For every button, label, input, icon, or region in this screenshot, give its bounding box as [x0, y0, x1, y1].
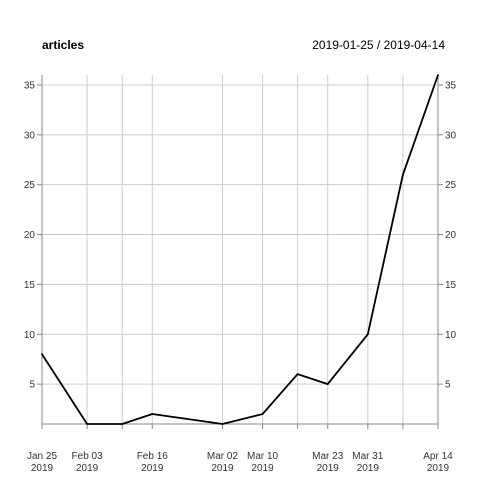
data-point	[296, 373, 299, 376]
series-line	[41, 74, 439, 425]
x-tick-year: 2019	[427, 463, 450, 474]
x-tick-label: Jan 25	[27, 451, 57, 462]
data-point	[437, 74, 439, 76]
y-tick-label-left: 10	[24, 330, 36, 341]
x-tick-label: Feb 03	[72, 451, 104, 462]
gridlines	[41, 75, 439, 424]
x-tick-year: 2019	[141, 463, 164, 474]
y-tick-label-left: 15	[24, 280, 36, 291]
y-tick-label-left: 20	[24, 230, 36, 241]
y-tick-label-right: 25	[445, 180, 457, 191]
x-tick-year: 2019	[31, 463, 54, 474]
date-range-label: 2019-01-25 / 2019-04-14	[312, 38, 445, 52]
x-tick-label: Mar 02	[207, 451, 239, 462]
x-tick-label: Mar 23	[312, 451, 344, 462]
y-tick-label-left: 35	[24, 80, 36, 91]
x-tick-label: Mar 31	[352, 451, 384, 462]
x-tick-year: 2019	[251, 463, 274, 474]
x-tick-year: 2019	[357, 463, 380, 474]
y-tick-label-left: 25	[24, 180, 36, 191]
data-point	[326, 383, 329, 386]
x-tick-label: Feb 16	[137, 451, 169, 462]
y-tick-label-right: 35	[445, 80, 457, 91]
chart-title: articles	[42, 38, 84, 52]
data-point	[151, 413, 154, 415]
y-tick-label-right: 15	[445, 280, 457, 291]
x-tick-year: 2019	[76, 463, 99, 474]
data-point	[261, 413, 264, 415]
y-tick-label-right: 20	[445, 230, 457, 241]
data-point	[221, 423, 224, 425]
x-tick-label: Apr 14	[423, 451, 453, 462]
data-point	[86, 423, 89, 425]
series-layer	[41, 74, 439, 425]
data-point	[41, 353, 43, 356]
x-tick-year: 2019	[317, 463, 340, 474]
x-tick-year: 2019	[211, 463, 234, 474]
y-tick-label-right: 5	[445, 380, 451, 391]
data-point	[121, 423, 124, 425]
x-tick-label: Mar 10	[247, 451, 279, 462]
data-point	[366, 333, 369, 336]
y-tick-label-right: 10	[445, 330, 457, 341]
y-tick-label-right: 30	[445, 130, 457, 141]
y-tick-label-left: 30	[24, 130, 36, 141]
data-point	[402, 173, 404, 176]
y-tick-label-left: 5	[29, 380, 35, 391]
